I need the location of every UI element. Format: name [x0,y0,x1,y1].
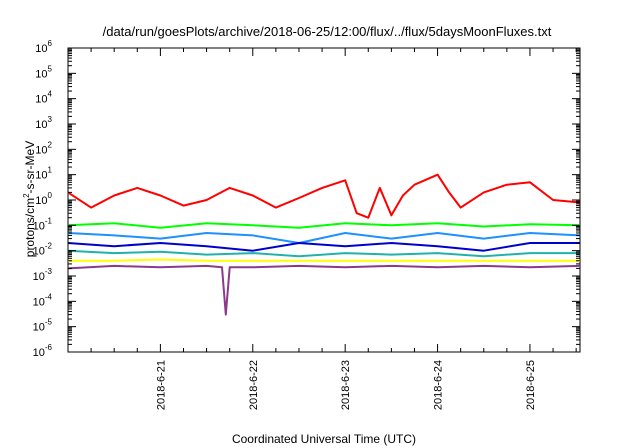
plot-frame [67,47,581,353]
series-group [67,173,581,316]
y-axis-label: protons/cm2-s-sr-MeV [22,141,37,257]
x-tick-label: 2018-6-25 [525,360,537,410]
y-tick-label: 102 [35,140,52,156]
x-tick-label: 2018-6-23 [340,360,352,410]
series-line-1 [67,173,581,219]
y-tick-label: 10-3 [33,267,53,283]
x-tick-label: 2018-6-22 [248,360,260,410]
y-tick-label: 105 [35,64,52,80]
x-axis: 2018-6-21 2018-6-22 2018-6-23 2018-6-24 2018… [90,48,577,410]
series-line-5 [67,249,580,258]
x-tick-label: 2018-6-21 [155,360,167,410]
plot-area [67,47,581,353]
x-axis-label: Coordinated Universal Time (UTC) [232,432,416,446]
series-line-3 [67,232,581,244]
series-line-7 [67,264,581,316]
y-axis: 10-610-510-410-310-210-11001011021031041… [33,39,580,359]
y-tick-label: 10-6 [33,343,53,359]
y-tick-label: 104 [35,90,52,106]
y-tick-label: 101 [35,166,52,182]
series-line-6 [68,258,580,262]
x-tick-label: 2018-6-24 [433,360,445,410]
series-line-2 [67,222,581,229]
series-line-4 [67,242,580,252]
chart-title: /data/run/goesPlots/archive/2018-06-25/1… [103,24,552,39]
y-tick-label: 10-5 [33,318,53,334]
y-tick-label: 103 [35,115,52,131]
y-tick-label: 100 [35,191,52,207]
y-tick-label: 10-4 [33,292,53,308]
y-tick-label: 106 [35,39,52,55]
